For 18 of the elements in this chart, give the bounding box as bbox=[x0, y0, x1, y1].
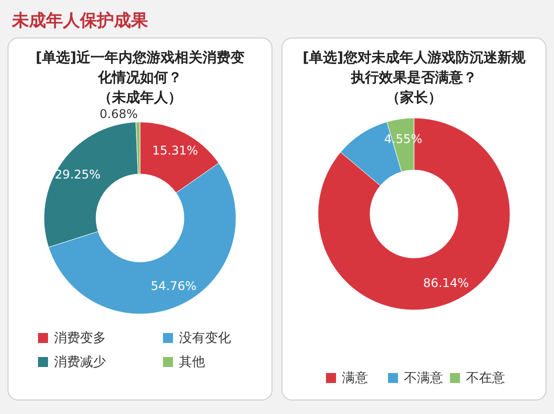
data-label: 54.76% bbox=[150, 279, 197, 294]
legend-label: 消费变多 bbox=[54, 331, 106, 346]
chart-subtitle: （家长） bbox=[386, 89, 442, 106]
legend-label: 消费减少 bbox=[54, 355, 106, 370]
donut-slice bbox=[318, 118, 510, 310]
chart-title: [单选]近一年内您游戏相关消费变化情况如何？ bbox=[36, 49, 244, 86]
legend-label: 不满意 bbox=[404, 371, 443, 386]
data-label: 0.68% bbox=[100, 107, 138, 122]
legend-label: 不在意 bbox=[466, 371, 505, 386]
legend-label: 其他 bbox=[179, 355, 205, 370]
legend-label: 满意 bbox=[342, 371, 368, 386]
text: 未成年人保护成果 bbox=[11, 11, 149, 31]
chart-title: [单选]您对未成年人游戏防沉迷新规执行效果是否满意？ bbox=[302, 49, 526, 86]
legend-label: 没有变化 bbox=[179, 331, 231, 346]
data-label: 86.14% bbox=[423, 276, 469, 290]
data-label: 29.25% bbox=[54, 168, 101, 182]
chart-subtitle: （未成年人） bbox=[98, 90, 182, 106]
data-label: 15.31% bbox=[152, 144, 198, 158]
